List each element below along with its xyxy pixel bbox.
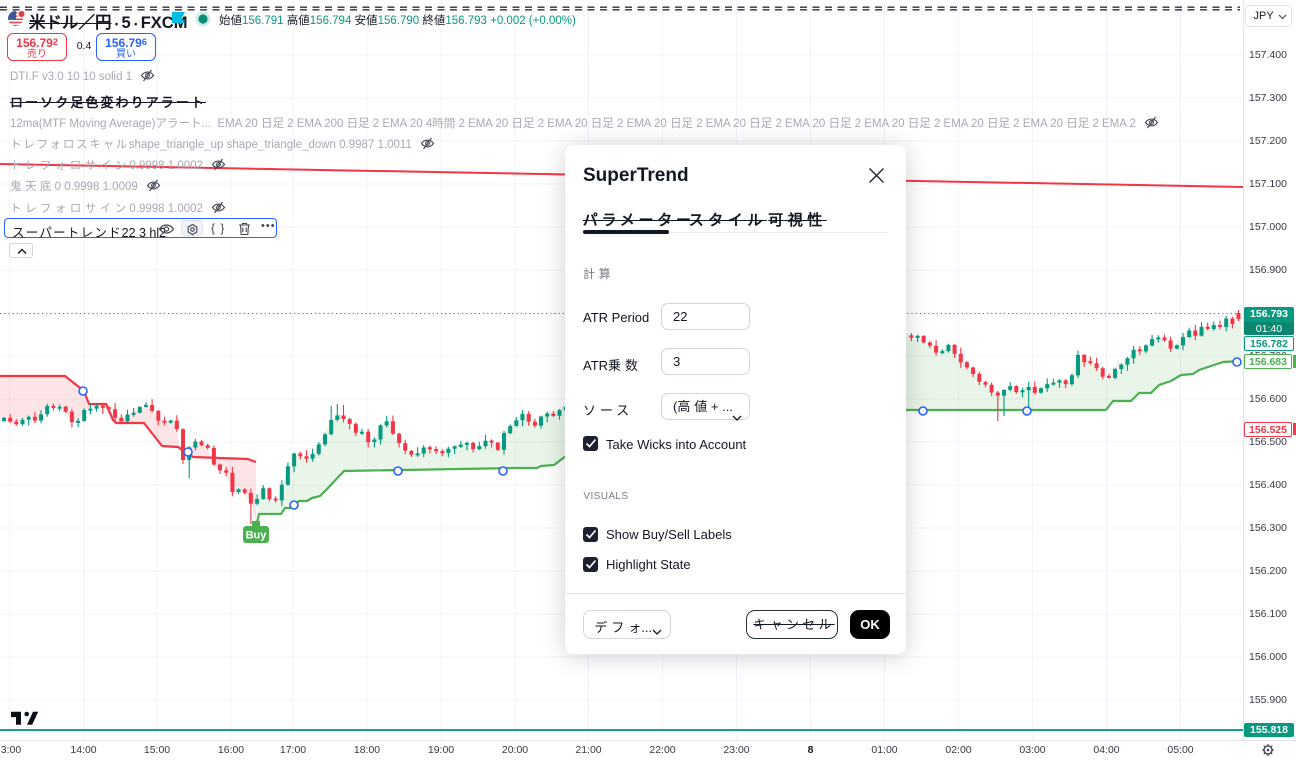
svg-text:Buy: Buy — [246, 530, 268, 542]
